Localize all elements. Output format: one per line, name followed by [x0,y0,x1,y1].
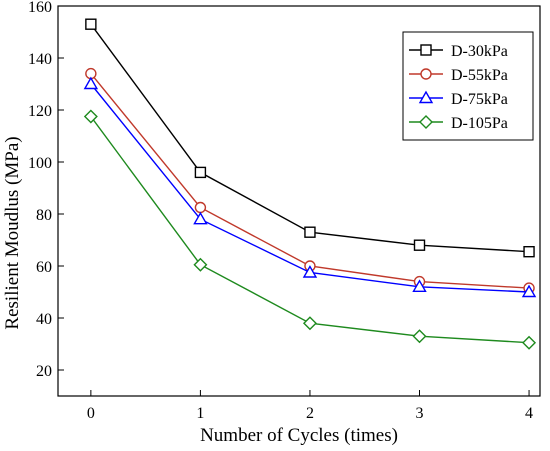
legend-label: D-105Pa [451,115,508,132]
legend-label: D-30kPa [451,43,508,60]
data-point [194,166,207,179]
legend: D-30kPa D-55kPa D-75kPa D-105Pa [402,31,534,141]
series-layer [83,18,537,350]
x-axis-ticks: 0 1 2 3 4 [87,390,533,422]
data-point [304,226,316,238]
data-point [302,316,317,331]
y-tick-label: 40 [36,311,52,328]
y-axis-label: Resilient Moudlus (MPa) [2,136,23,329]
data-point [85,18,97,30]
legend-label: D-75kPa [451,91,508,108]
data-point [83,76,99,90]
x-tick-label: 0 [87,405,95,422]
legend-marker [419,115,433,129]
y-tick-label: 80 [36,207,52,224]
y-axis-ticks: 20 40 60 80 100 120 140 160 [28,0,64,380]
data-point [193,211,208,225]
legend-marker [420,68,432,80]
y-tick-label: 20 [36,363,52,380]
x-tick-label: 3 [416,405,424,422]
series-D-105Pa [83,109,537,350]
y-tick-label: 60 [36,259,52,276]
data-point [412,329,427,344]
y-tick-label: 160 [28,0,52,16]
plot-area-frame [57,5,541,397]
data-point [522,335,537,350]
legend-item: D-55kPa [409,67,508,84]
x-tick-label: 1 [196,405,204,422]
x-axis-label: Number of Cycles (times) [200,425,398,446]
legend-item: D-105Pa [409,115,508,132]
data-point [412,279,427,292]
legend-marker [420,44,432,56]
y-tick-label: 120 [28,103,52,120]
y-tick-label: 140 [28,51,52,68]
x-tick-label: 4 [525,405,533,422]
legend-item: D-75kPa [409,90,508,108]
data-point [193,257,208,272]
data-point [521,284,537,298]
legend-marker [418,90,434,104]
legend-item: D-30kPa [409,43,508,60]
data-point [302,265,318,278]
data-point [194,201,207,214]
legend-label: D-55kPa [451,67,508,84]
data-point [523,245,535,258]
data-point [83,109,98,124]
x-tick-label: 2 [306,405,314,422]
series-D-75kPa [83,76,537,298]
y-tick-label: 100 [28,155,52,172]
series-D-30kPa [85,18,535,258]
data-point [413,239,426,251]
